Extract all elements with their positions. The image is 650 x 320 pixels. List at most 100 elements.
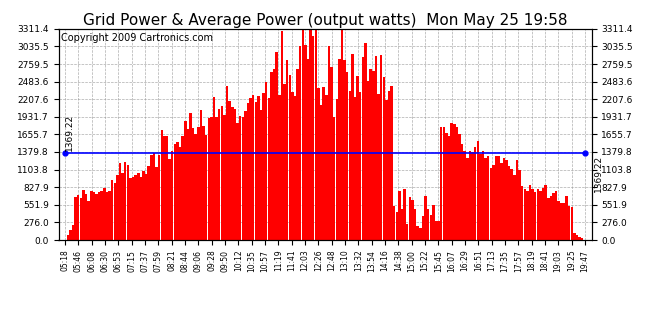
Bar — [299, 46, 302, 240]
Bar — [391, 86, 393, 240]
Bar — [440, 127, 443, 240]
Bar — [155, 167, 158, 240]
Bar — [338, 59, 341, 240]
Bar — [513, 175, 515, 240]
Bar — [79, 198, 82, 240]
Bar — [244, 111, 246, 240]
Bar — [364, 43, 367, 240]
Bar — [330, 68, 333, 240]
Bar — [377, 94, 380, 240]
Bar — [484, 158, 487, 240]
Bar — [148, 166, 150, 240]
Bar — [505, 160, 508, 240]
Bar — [437, 221, 440, 240]
Bar — [453, 124, 456, 240]
Bar — [315, 29, 317, 240]
Bar — [534, 192, 536, 240]
Bar — [273, 69, 276, 240]
Bar — [281, 31, 283, 240]
Bar — [124, 162, 127, 240]
Bar — [547, 198, 549, 240]
Bar — [181, 136, 184, 240]
Bar — [197, 127, 200, 240]
Bar — [317, 88, 320, 240]
Bar — [257, 96, 259, 240]
Bar — [74, 197, 77, 240]
Bar — [252, 95, 254, 240]
Bar — [500, 163, 502, 240]
Bar — [312, 36, 315, 240]
Bar — [322, 87, 325, 240]
Bar — [137, 173, 140, 240]
Bar — [278, 94, 281, 240]
Bar — [531, 189, 534, 240]
Bar — [96, 194, 98, 240]
Bar — [304, 45, 307, 240]
Bar — [276, 52, 278, 240]
Bar — [393, 206, 395, 240]
Bar — [291, 92, 294, 240]
Bar — [414, 209, 417, 240]
Bar — [289, 75, 291, 240]
Bar — [202, 126, 205, 240]
Bar — [98, 192, 100, 240]
Text: Copyright 2009 Cartronics.com: Copyright 2009 Cartronics.com — [61, 33, 213, 43]
Bar — [187, 129, 189, 240]
Bar — [132, 177, 135, 240]
Bar — [174, 144, 176, 240]
Bar — [419, 228, 422, 240]
Bar — [122, 172, 124, 240]
Bar — [346, 72, 348, 240]
Bar — [396, 212, 398, 240]
Bar — [351, 54, 354, 240]
Bar — [537, 188, 539, 240]
Bar — [184, 121, 187, 240]
Bar — [103, 188, 105, 240]
Bar — [109, 191, 111, 240]
Bar — [286, 60, 289, 240]
Bar — [265, 83, 268, 240]
Bar — [463, 151, 466, 240]
Bar — [487, 156, 489, 240]
Bar — [443, 127, 445, 240]
Bar — [333, 117, 335, 240]
Bar — [552, 193, 554, 240]
Bar — [226, 86, 228, 240]
Bar — [168, 159, 171, 240]
Bar — [255, 101, 257, 240]
Bar — [526, 191, 528, 240]
Bar — [163, 136, 166, 240]
Bar — [571, 207, 573, 240]
Bar — [223, 115, 226, 240]
Bar — [200, 110, 202, 240]
Bar — [127, 165, 129, 240]
Bar — [239, 116, 241, 240]
Bar — [210, 116, 213, 240]
Bar — [215, 117, 218, 240]
Bar — [510, 169, 513, 240]
Bar — [367, 81, 369, 240]
Bar — [283, 84, 286, 240]
Bar — [456, 127, 458, 240]
Bar — [411, 200, 413, 240]
Bar — [153, 153, 155, 240]
Title: Grid Power & Average Power (output watts)  Mon May 25 19:58: Grid Power & Average Power (output watts… — [83, 12, 567, 28]
Bar — [189, 113, 192, 240]
Bar — [294, 96, 296, 240]
Bar — [492, 165, 495, 240]
Bar — [359, 92, 361, 240]
Bar — [207, 118, 210, 240]
Bar — [471, 152, 474, 240]
Bar — [88, 201, 90, 240]
Bar — [166, 136, 168, 240]
Bar — [448, 136, 450, 240]
Bar — [523, 189, 526, 240]
Bar — [476, 141, 479, 240]
Bar — [432, 205, 435, 240]
Bar — [218, 109, 220, 240]
Bar — [495, 156, 497, 240]
Bar — [518, 170, 521, 240]
Bar — [348, 91, 351, 240]
Bar — [573, 233, 576, 240]
Bar — [354, 97, 356, 240]
